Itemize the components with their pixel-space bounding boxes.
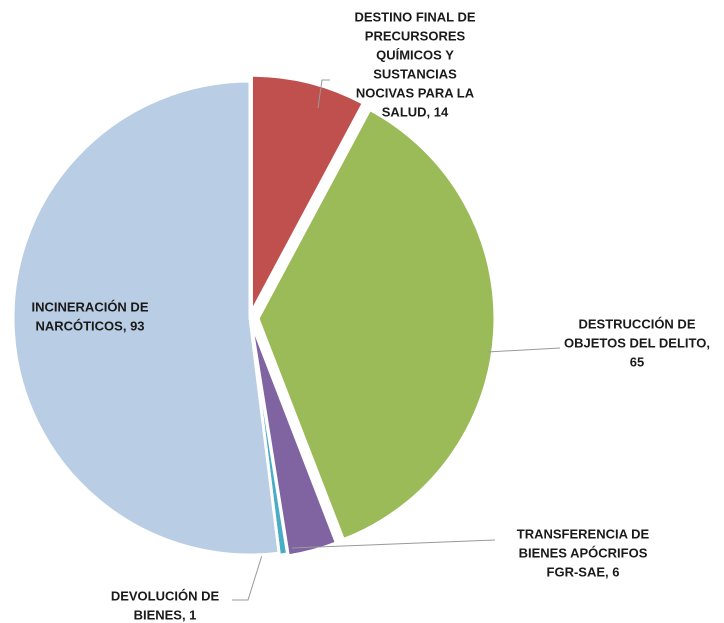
pie-slice (248, 319, 290, 557)
data-label: BIENES APÓCRIFOS (519, 545, 648, 560)
leader-line (317, 79, 330, 109)
leader-line (232, 551, 264, 601)
data-label: QUÍMICOS Y (376, 47, 454, 62)
pie-slice (256, 107, 497, 542)
data-label: 65 (630, 354, 644, 369)
data-label: SALUD, 14 (382, 104, 449, 119)
data-label: INCINERACIÓN DE (31, 299, 148, 314)
leader-line (291, 539, 496, 549)
data-label: BIENES, 1 (134, 607, 197, 622)
data-label: DEVOLUCIÓN DE (111, 588, 220, 603)
data-label: DESTINO FINAL DE (354, 9, 475, 24)
data-label: NOCIVAS PARA LA (356, 85, 475, 100)
data-label: SUSTANCIAS (373, 66, 457, 81)
data-label: OBJETOS DEL DELITO, (564, 335, 710, 350)
leader-line (486, 347, 561, 353)
pie-slice (249, 321, 339, 558)
data-label: DESTRUCCIÓN DE (578, 316, 695, 331)
data-label: FGR-SAE, 6 (547, 564, 620, 579)
data-label: TRANSFERENCIA DE (517, 526, 650, 541)
pie-slice (11, 79, 281, 557)
pie-slice (249, 73, 366, 313)
data-label: NARCÓTICOS, 93 (35, 318, 144, 333)
data-label: PRECURSORES (365, 28, 466, 43)
